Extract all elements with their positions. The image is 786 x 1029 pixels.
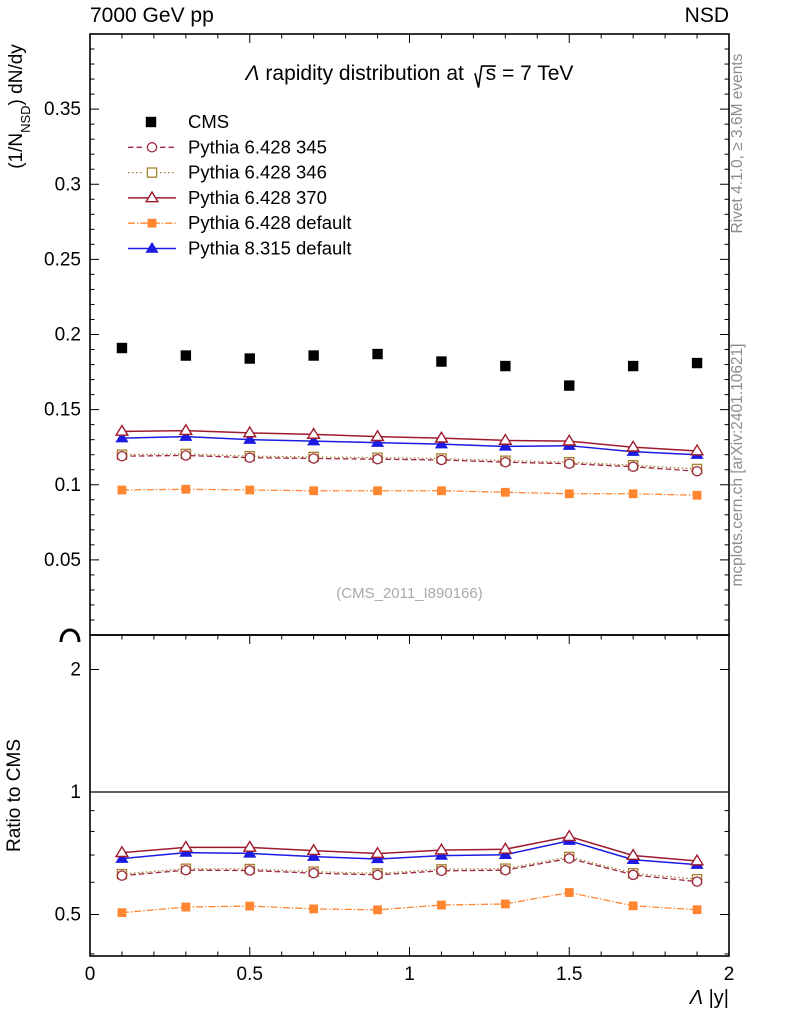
svg-text:Rivet 4.1.0, ≥ 3.6M events: Rivet 4.1.0, ≥ 3.6M events bbox=[729, 53, 746, 233]
svg-text:NSD: NSD bbox=[685, 4, 729, 27]
svg-text:0: 0 bbox=[85, 964, 96, 985]
svg-text:Pythia 6.428 346: Pythia 6.428 346 bbox=[188, 162, 327, 183]
svg-text:Λ rapidity distribution at s =: Λ rapidity distribution at s = 7 TeV bbox=[245, 62, 574, 85]
svg-text:1: 1 bbox=[70, 782, 81, 803]
svg-text:mcplots.cern.ch [arXiv:2401.10: mcplots.cern.ch [arXiv:2401.10621] bbox=[729, 344, 746, 587]
svg-text:Λ |y|: Λ |y| bbox=[689, 987, 729, 1009]
svg-text:0.3: 0.3 bbox=[55, 174, 81, 195]
svg-text:0.25: 0.25 bbox=[44, 249, 81, 270]
svg-text:0.05: 0.05 bbox=[44, 550, 81, 571]
svg-text:CMS: CMS bbox=[188, 111, 229, 132]
svg-text:2: 2 bbox=[724, 964, 735, 985]
svg-text:0.35: 0.35 bbox=[44, 99, 81, 120]
svg-text:Pythia 8.315 default: Pythia 8.315 default bbox=[188, 238, 352, 259]
svg-text:0.5: 0.5 bbox=[55, 905, 81, 926]
svg-text:2: 2 bbox=[70, 660, 81, 681]
svg-text:0.2: 0.2 bbox=[55, 325, 81, 346]
svg-text:1: 1 bbox=[404, 964, 415, 985]
svg-text:Pythia 6.428 345: Pythia 6.428 345 bbox=[188, 136, 327, 157]
svg-text:(CMS_2011_I890166): (CMS_2011_I890166) bbox=[336, 585, 482, 602]
svg-text:0.5: 0.5 bbox=[237, 964, 263, 985]
svg-text:1.5: 1.5 bbox=[556, 964, 582, 985]
svg-text:0.1: 0.1 bbox=[55, 475, 81, 496]
svg-text:0.15: 0.15 bbox=[44, 400, 81, 421]
svg-text:Pythia 6.428 370: Pythia 6.428 370 bbox=[188, 187, 327, 208]
svg-text:Ratio to CMS: Ratio to CMS bbox=[4, 739, 25, 852]
svg-text:Pythia 6.428 default: Pythia 6.428 default bbox=[188, 212, 352, 233]
svg-text:7000 GeV pp: 7000 GeV pp bbox=[90, 4, 214, 27]
